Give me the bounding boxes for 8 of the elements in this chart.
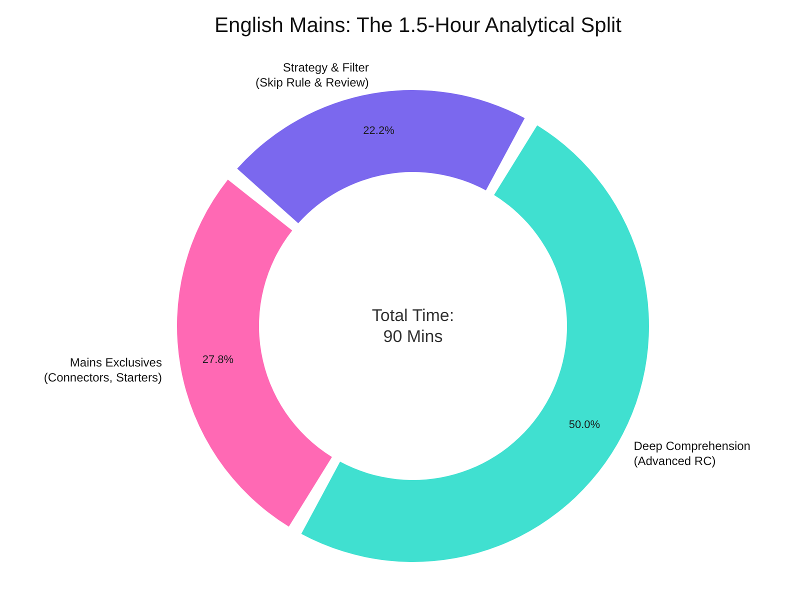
data-label: 22.2% xyxy=(363,124,395,137)
slice-label: Strategy & Filter (Skip Rule & Review) xyxy=(256,60,369,90)
text: Total Time: 90 Mins xyxy=(372,306,454,346)
slice-label: Deep Comprehension (Advanced RC) xyxy=(634,438,750,468)
slice-label: Mains Exclusives (Connectors, Starters) xyxy=(44,356,162,385)
data-label: 27.8% xyxy=(202,354,234,366)
data-label: 50.0% xyxy=(568,419,600,431)
chart-title: English Mains: The 1.5-Hour Analytical Split xyxy=(214,14,622,37)
